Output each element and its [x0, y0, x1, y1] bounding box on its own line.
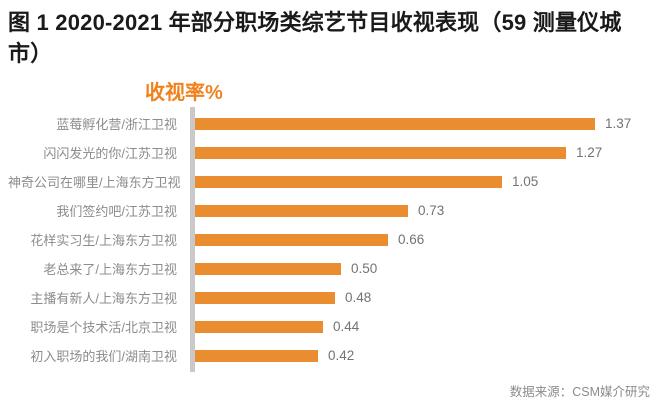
bar-track: 0.44 [185, 312, 652, 341]
bar-row: 我们签约吧/江苏卫视 0.73 [8, 196, 652, 225]
bar-row: 初入职场的我们/湖南卫视 0.42 [8, 341, 652, 370]
bar [195, 117, 595, 130]
bar-row: 老总来了/上海东方卫视 0.50 [8, 254, 652, 283]
figure-title: 图 1 2020-2021 年部分职场类综艺节目收视表现（59 测量仪城市） [8, 10, 622, 67]
bar-chart: 蓝莓孵化营/浙江卫视 1.37 闪闪发光的你/江苏卫视 1.27 神奇公司在哪里… [8, 107, 652, 373]
bar [195, 262, 341, 275]
category-label: 职场是个技术活/北京卫视 [30, 320, 177, 336]
data-source-note: 数据来源：CSM媒介研究 [509, 385, 650, 399]
category-label: 蓝莓孵化营/浙江卫视 [56, 117, 177, 133]
bar [195, 320, 323, 333]
bar-row: 花样实习生/上海东方卫视 0.66 [8, 225, 652, 254]
bar-track: 1.05 [185, 167, 652, 196]
bar [195, 233, 388, 246]
bar-track: 0.48 [185, 283, 652, 312]
value-label: 1.37 [605, 116, 632, 132]
bar-track: 1.27 [185, 138, 652, 167]
bar-track: 0.73 [185, 196, 652, 225]
bar-row: 蓝莓孵化营/浙江卫视 1.37 [8, 109, 652, 138]
plot-rows: 蓝莓孵化营/浙江卫视 1.37 闪闪发光的你/江苏卫视 1.27 神奇公司在哪里… [8, 109, 652, 370]
category-label: 初入职场的我们/湖南卫视 [30, 349, 177, 365]
bar [195, 175, 502, 188]
value-label: 0.48 [345, 290, 372, 306]
bar-row: 主播有新人/上海东方卫视 0.48 [8, 283, 652, 312]
value-label: 0.42 [328, 348, 355, 364]
category-axis-line [190, 107, 195, 373]
category-label: 花样实习生/上海东方卫视 [30, 233, 177, 249]
category-label: 主播有新人/上海东方卫视 [30, 291, 177, 307]
bar-track: 1.37 [185, 109, 652, 138]
bar [195, 349, 318, 362]
value-label: 0.66 [398, 232, 425, 248]
value-label: 0.44 [333, 319, 360, 335]
bar [195, 146, 566, 159]
category-label: 闪闪发光的你/江苏卫视 [43, 146, 177, 162]
value-label: 1.05 [512, 174, 539, 190]
category-label: 老总来了/上海东方卫视 [43, 262, 177, 278]
value-label: 0.73 [418, 203, 445, 219]
category-label: 神奇公司在哪里/上海东方卫视 [8, 175, 181, 191]
bar-row: 闪闪发光的你/江苏卫视 1.27 [8, 138, 652, 167]
bar-track: 0.50 [185, 254, 652, 283]
bar-row: 职场是个技术活/北京卫视 0.44 [8, 312, 652, 341]
bar-row: 神奇公司在哪里/上海东方卫视 1.05 [8, 167, 652, 196]
category-label: 我们签约吧/江苏卫视 [56, 204, 177, 220]
bar [195, 204, 408, 217]
axis-title: 收视率% [145, 82, 223, 105]
bar-track: 0.66 [185, 225, 652, 254]
value-label: 0.50 [351, 261, 378, 277]
bar [195, 291, 335, 304]
value-label: 1.27 [576, 145, 603, 161]
bar-track: 0.42 [185, 341, 652, 370]
